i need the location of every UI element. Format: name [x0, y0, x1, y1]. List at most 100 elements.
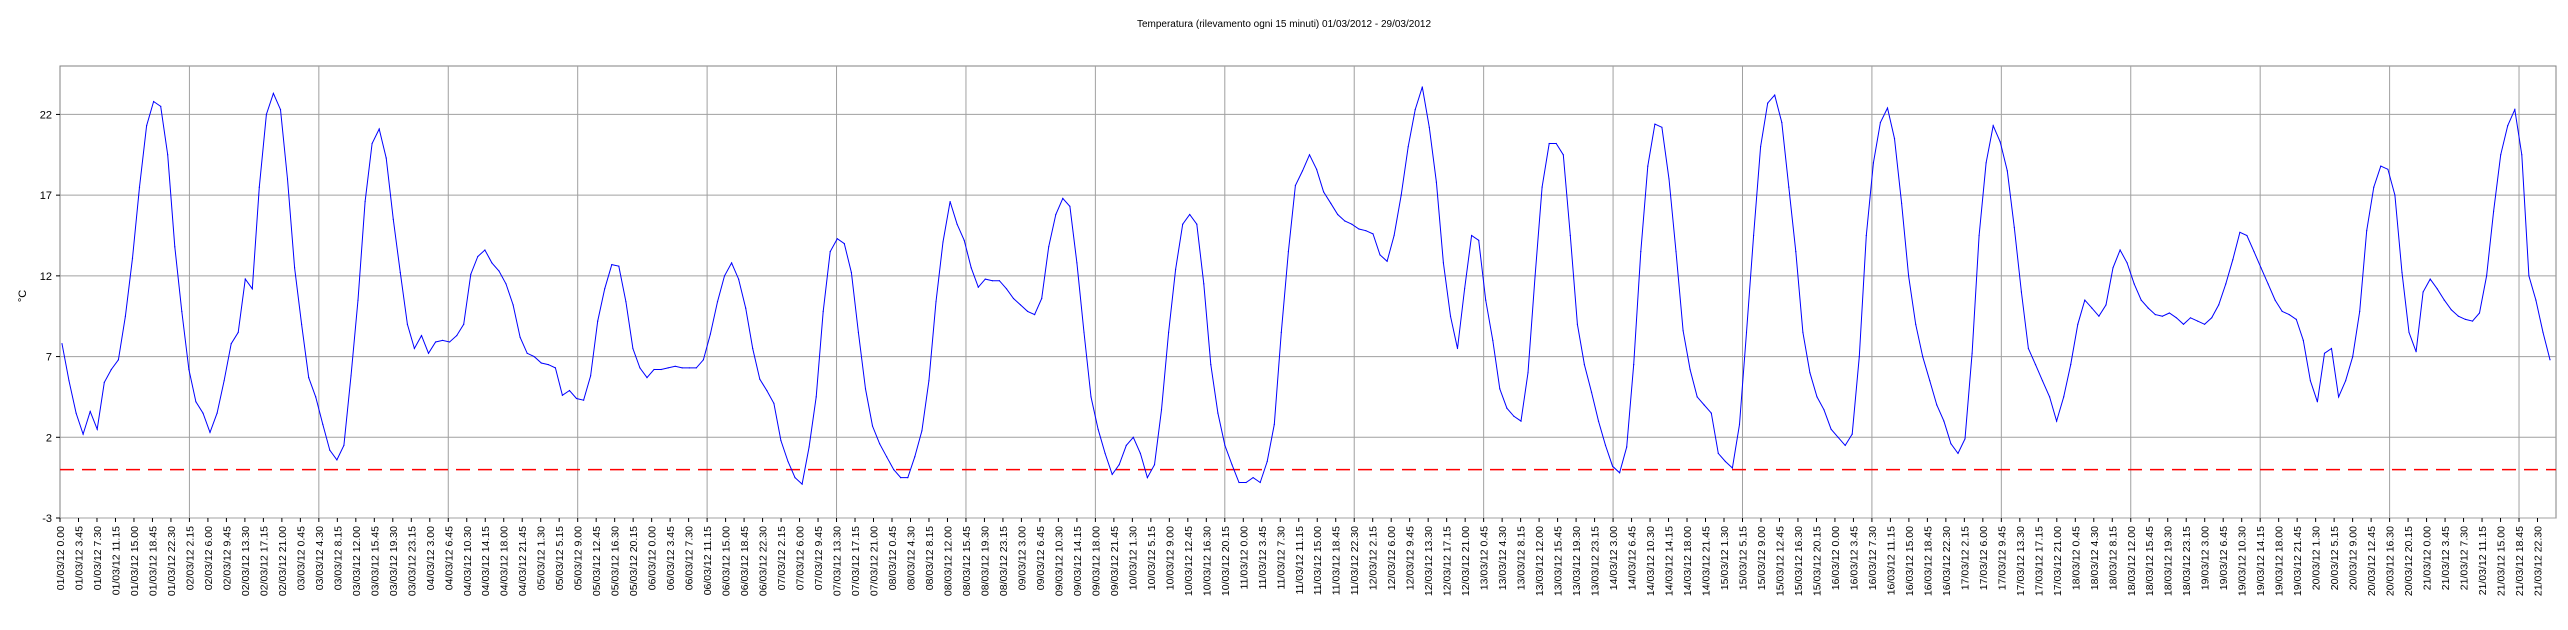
data-point — [1203, 283, 1205, 285]
data-point — [2091, 307, 2093, 309]
data-point — [1146, 477, 1148, 479]
data-point — [871, 425, 874, 427]
x-tick-label: 08/03/12 12.00 — [942, 526, 954, 596]
data-point — [1506, 407, 1508, 409]
data-point — [2415, 351, 2417, 353]
data-point — [279, 109, 282, 111]
data-point — [597, 320, 599, 322]
data-point — [2189, 317, 2192, 319]
data-point — [308, 377, 310, 379]
data-point — [2049, 396, 2051, 398]
data-point — [2486, 275, 2488, 277]
x-tick-label: 06/03/12 3.45 — [665, 526, 677, 590]
x-tick-label: 13/03/12 8.15 — [1516, 526, 1528, 590]
data-point — [2119, 249, 2121, 251]
x-tick-label: 20/03/12 5.15 — [2329, 526, 2341, 590]
x-tick-label: 17/03/12 13.30 — [2015, 526, 2027, 596]
data-point — [2056, 420, 2058, 422]
data-point — [1210, 364, 1212, 366]
data-point — [1858, 356, 1860, 358]
data-point — [1034, 314, 1036, 316]
x-tick-label: 14/03/12 10.30 — [1645, 526, 1657, 596]
data-point — [110, 368, 112, 371]
data-point — [575, 397, 578, 400]
x-tick-label: 01/03/12 7.30 — [92, 526, 104, 590]
x-tick-label: 03/03/12 4.30 — [314, 526, 326, 590]
data-point — [1153, 464, 1156, 466]
data-point — [2281, 310, 2283, 312]
data-point — [611, 264, 613, 266]
data-point — [935, 301, 937, 303]
data-point — [272, 92, 274, 94]
x-tick-label: 12/03/12 6.00 — [1386, 526, 1398, 590]
x-tick-label: 13/03/12 23.15 — [1590, 526, 1602, 596]
x-tick-label: 13/03/12 12.00 — [1534, 526, 1546, 596]
x-tick-label: 15/03/12 20.15 — [1811, 526, 1823, 596]
data-point — [336, 459, 338, 461]
data-point — [1886, 107, 1889, 109]
data-point — [639, 367, 641, 369]
data-point — [2394, 194, 2396, 196]
data-point — [2535, 299, 2537, 301]
data-point — [1266, 460, 1268, 463]
data-point — [1844, 444, 1846, 446]
data-point — [1294, 184, 1296, 187]
data-point — [2020, 291, 2022, 293]
data-point — [174, 246, 176, 248]
x-tick-label: 05/03/12 1.30 — [536, 526, 548, 590]
data-point — [188, 368, 190, 371]
x-tick-label: 20/03/12 20.15 — [2403, 526, 2415, 596]
data-point — [681, 367, 683, 369]
data-point — [780, 439, 782, 442]
x-tick-label: 01/03/12 15.00 — [129, 526, 141, 596]
data-point — [2034, 364, 2037, 366]
plot-area — [59, 65, 2557, 519]
data-point — [1386, 260, 1388, 262]
data-point — [1280, 331, 1282, 333]
data-point — [1597, 420, 1600, 422]
data-point — [843, 243, 845, 245]
x-tick-label: 14/03/12 14.15 — [1664, 526, 1676, 596]
data-point — [2359, 310, 2361, 312]
data-point — [1908, 275, 1910, 277]
data-point — [2204, 323, 2206, 325]
data-point — [1456, 347, 1459, 350]
data-point — [2493, 210, 2495, 212]
data-point — [1837, 436, 1839, 438]
data-point — [2084, 299, 2086, 301]
data-point — [674, 365, 676, 367]
data-point — [907, 477, 909, 479]
data-point — [2316, 401, 2318, 403]
data-point — [1745, 331, 1748, 333]
data-point — [406, 323, 408, 325]
x-tick-label: 09/03/12 10.30 — [1053, 526, 1065, 596]
data-point — [1175, 268, 1177, 270]
x-tick-label: 04/03/12 21.45 — [517, 526, 529, 596]
data-point — [1372, 233, 1374, 235]
data-point — [1661, 126, 1663, 128]
data-point — [1872, 162, 1874, 164]
data-point — [2323, 352, 2326, 354]
data-point — [2112, 267, 2114, 269]
data-point — [505, 283, 507, 285]
x-tick-label: 15/03/12 1.30 — [1719, 526, 1731, 590]
data-point — [1534, 275, 1536, 277]
data-point — [857, 331, 860, 333]
x-tick-label: 03/03/12 15.45 — [369, 526, 381, 596]
data-point — [2429, 278, 2431, 280]
x-tick-label: 18/03/12 12.00 — [2126, 526, 2138, 596]
data-point — [442, 339, 444, 341]
y-tick-label: 2 — [46, 432, 52, 444]
data-point — [1901, 202, 1903, 204]
data-point — [1795, 251, 1797, 253]
data-point — [801, 483, 803, 485]
data-point — [2436, 288, 2438, 290]
data-point — [2302, 339, 2304, 341]
data-point — [1499, 388, 1501, 390]
data-point — [2063, 396, 2065, 398]
data-point — [604, 288, 606, 290]
x-tick-label: 21/03/12 7.30 — [2459, 526, 2471, 590]
data-point — [590, 375, 592, 377]
data-point — [1139, 452, 1141, 454]
grid-layer — [60, 66, 2556, 519]
